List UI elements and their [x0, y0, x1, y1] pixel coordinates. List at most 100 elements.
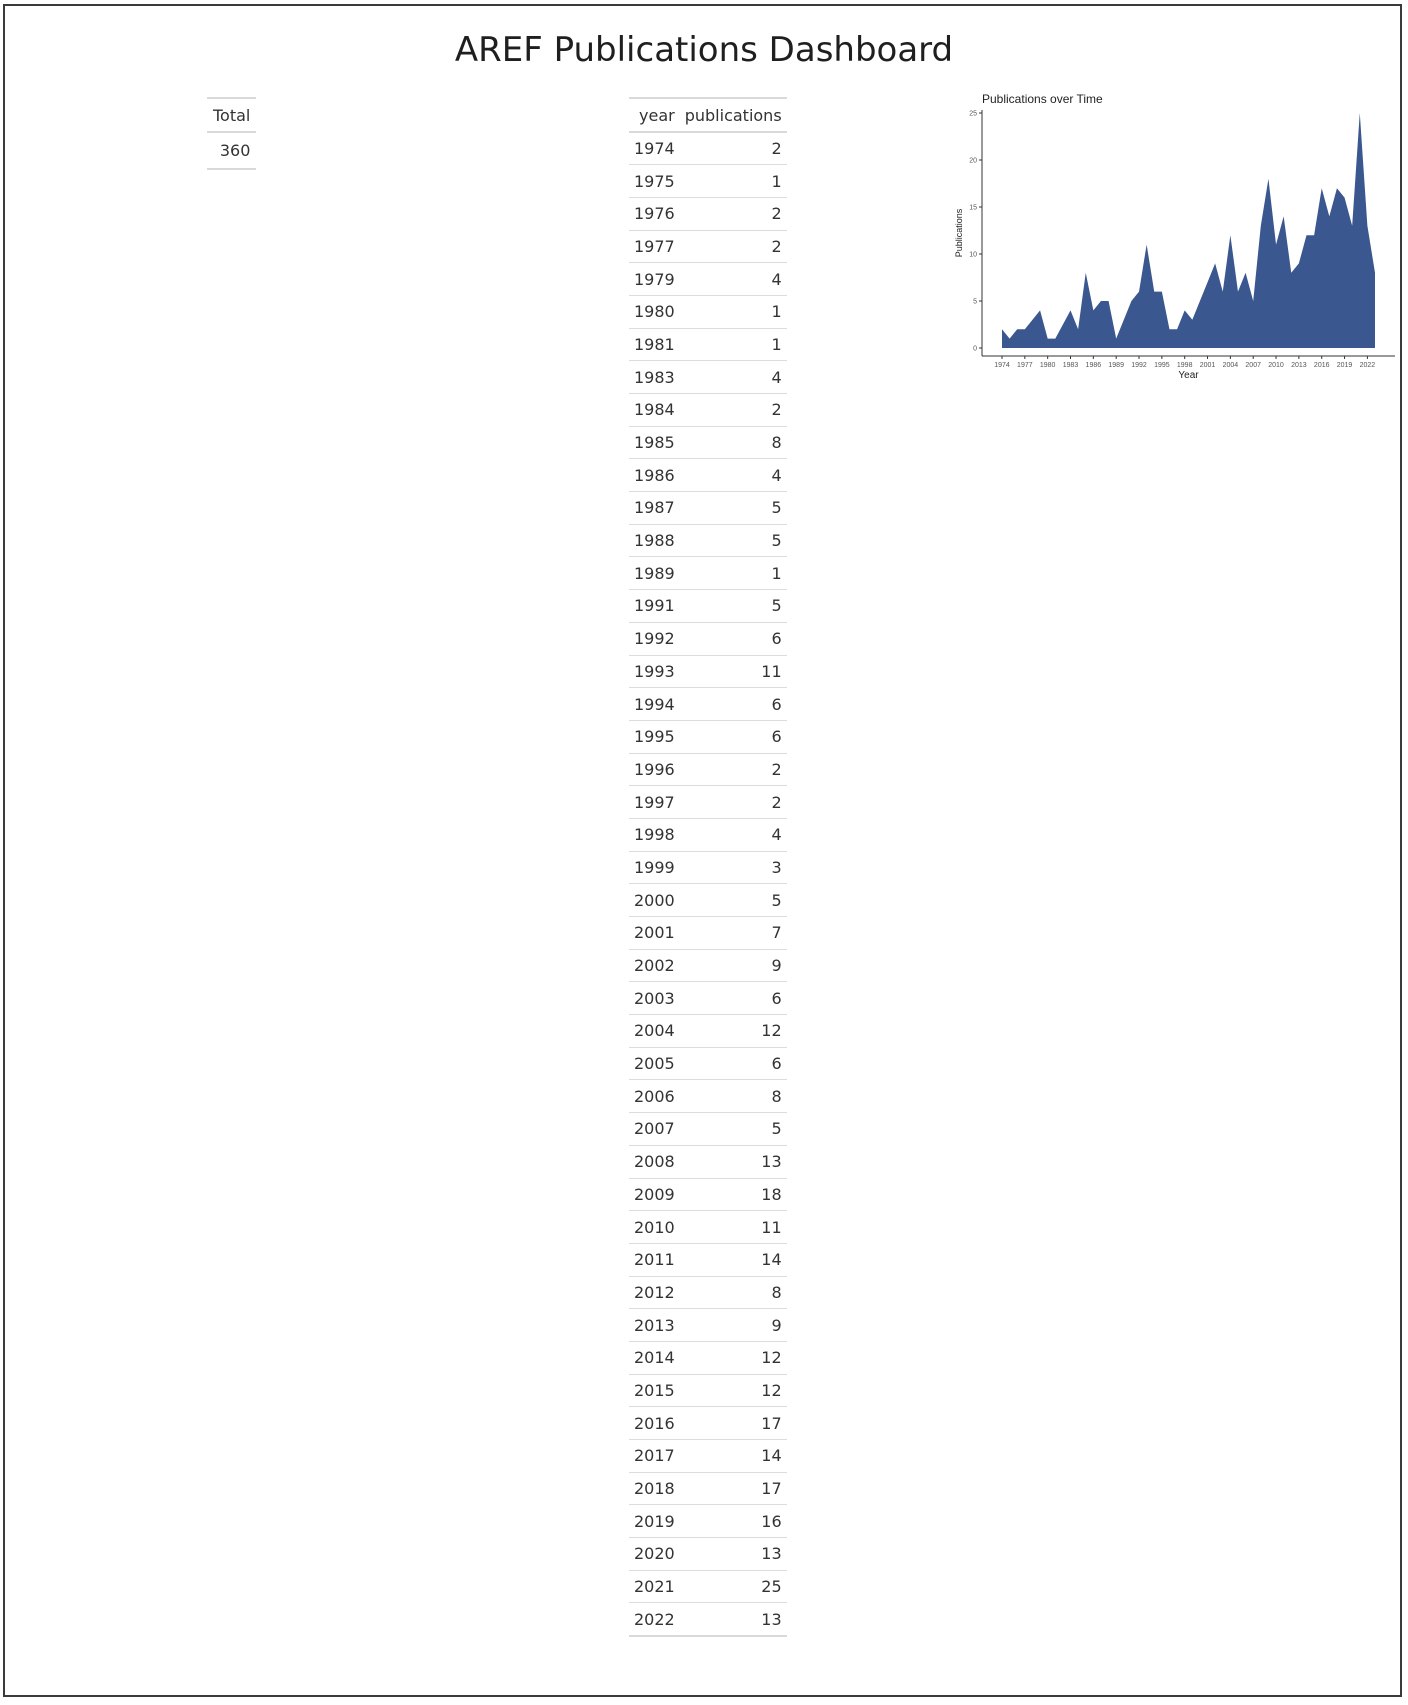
column-header-year: year — [629, 97, 680, 133]
year-cell: 1984 — [629, 393, 680, 427]
x-tick-label: 1980 — [1040, 362, 1056, 369]
publications-cell: 2 — [679, 197, 787, 231]
x-tick-label: 2010 — [1268, 362, 1284, 369]
publications-cell: 8 — [679, 1079, 787, 1114]
year-cell: 2018 — [629, 1472, 680, 1506]
y-tick-label: 5 — [973, 299, 977, 306]
year-cell: 2006 — [629, 1079, 680, 1114]
table-row: 2015 12 — [629, 1374, 787, 1408]
publications-cell: 12 — [679, 1341, 787, 1375]
table-row: 2022 13 — [629, 1602, 787, 1637]
year-cell: 2016 — [629, 1406, 680, 1440]
table-row: 2002 9 — [629, 949, 787, 983]
total-summary-table: Total 360 — [207, 97, 257, 170]
table-row: 1989 1 — [629, 556, 787, 591]
publications-cell: 5 — [679, 491, 787, 525]
year-cell: 1994 — [629, 687, 680, 721]
table-row: 1991 5 — [629, 589, 787, 623]
table-row: 2018 17 — [629, 1472, 787, 1506]
year-table-body: 1974 2 1975 1 1976 2 1977 2 1979 4 1980 1 1981 1 1983 4… — [629, 132, 787, 1637]
x-tick-label: 2004 — [1223, 362, 1239, 369]
x-tick-label: 2019 — [1337, 362, 1353, 369]
year-cell: 2001 — [629, 916, 680, 950]
table-row: 2007 5 — [629, 1112, 787, 1146]
table-row: 1985 8 — [629, 426, 787, 460]
publications-cell: 4 — [679, 360, 787, 394]
table-row: 1993 11 — [629, 655, 787, 689]
publications-cell: 5 — [679, 883, 787, 917]
publications-cell: 1 — [679, 328, 787, 362]
table-row: 1999 3 — [629, 851, 787, 885]
table-row: 1998 4 — [629, 818, 787, 852]
publications-cell: 6 — [679, 981, 787, 1016]
publications-cell: 25 — [679, 1570, 787, 1604]
year-cell: 2022 — [629, 1602, 680, 1637]
publications-cell: 16 — [679, 1504, 787, 1539]
year-cell: 2000 — [629, 883, 680, 917]
x-tick-label: 2013 — [1291, 362, 1307, 369]
table-row: 1975 1 — [629, 164, 787, 198]
table-row: 1994 6 — [629, 687, 787, 721]
year-cell: 2009 — [629, 1178, 680, 1212]
publications-cell: 4 — [679, 458, 787, 493]
year-cell: 1983 — [629, 360, 680, 394]
publications-cell: 11 — [679, 655, 787, 689]
page-title: AREF Publications Dashboard — [454, 30, 954, 70]
table-row: 2001 7 — [629, 916, 787, 950]
x-tick-label: 2001 — [1200, 362, 1216, 369]
year-cell: 1979 — [629, 262, 680, 296]
table-row: 2017 14 — [629, 1439, 787, 1473]
publications-cell: 2 — [679, 753, 787, 787]
x-axis-label: Year — [1178, 370, 1199, 381]
x-tick-label: 1974 — [994, 362, 1010, 369]
publications-cell: 8 — [679, 426, 787, 460]
year-cell: 2015 — [629, 1374, 680, 1408]
table-row: 1983 4 — [629, 360, 787, 394]
table-row: 1977 2 — [629, 230, 787, 264]
publications-cell: 14 — [679, 1243, 787, 1277]
year-cell: 2004 — [629, 1014, 680, 1048]
y-tick-label: 25 — [969, 111, 977, 118]
x-tick-label: 2016 — [1314, 362, 1330, 369]
table-row: 1996 2 — [629, 753, 787, 787]
year-cell: 1987 — [629, 491, 680, 525]
year-cell: 2013 — [629, 1308, 680, 1342]
publications-area-chart: Publications over Time Publications Year… — [954, 92, 1395, 381]
year-cell: 1993 — [629, 655, 680, 689]
table-row: 1988 5 — [629, 524, 787, 558]
y-tick-label: 20 — [969, 158, 977, 165]
publications-cell: 18 — [679, 1178, 787, 1212]
dashboard-frame — [3, 4, 1402, 1697]
publications-cell: 2 — [679, 230, 787, 264]
publications-cell: 8 — [679, 1276, 787, 1310]
table-row: 2000 5 — [629, 883, 787, 917]
publications-cell: 17 — [679, 1406, 787, 1440]
year-cell: 2002 — [629, 949, 680, 983]
year-cell: 2005 — [629, 1047, 680, 1081]
x-tick-label: 1986 — [1086, 362, 1102, 369]
table-row: 2005 6 — [629, 1047, 787, 1081]
table-row: 1984 2 — [629, 393, 787, 427]
publications-by-year-table: year publications 1974 2 1975 1 1976 2 1977 2 19… — [629, 97, 787, 1637]
publications-cell: 4 — [679, 818, 787, 852]
publications-cell: 13 — [679, 1537, 787, 1571]
table-row: 1980 1 — [629, 295, 787, 329]
table-row: 2008 13 — [629, 1145, 787, 1179]
table-row: 2004 12 — [629, 1014, 787, 1048]
year-cell: 1996 — [629, 753, 680, 787]
year-cell: 1981 — [629, 328, 680, 362]
publications-cell: 5 — [679, 1112, 787, 1146]
publications-cell: 5 — [679, 524, 787, 558]
x-tick-label: 1989 — [1108, 362, 1124, 369]
publications-cell: 13 — [679, 1602, 787, 1637]
year-cell: 2012 — [629, 1276, 680, 1310]
table-row: 2021 25 — [629, 1570, 787, 1604]
year-cell: 1975 — [629, 164, 680, 198]
year-cell: 2007 — [629, 1112, 680, 1146]
total-header: Total — [207, 97, 257, 133]
publications-cell: 14 — [679, 1439, 787, 1473]
publications-cell: 2 — [679, 393, 787, 427]
year-cell: 2008 — [629, 1145, 680, 1179]
year-cell: 1992 — [629, 622, 680, 656]
publications-cell: 1 — [679, 556, 787, 591]
